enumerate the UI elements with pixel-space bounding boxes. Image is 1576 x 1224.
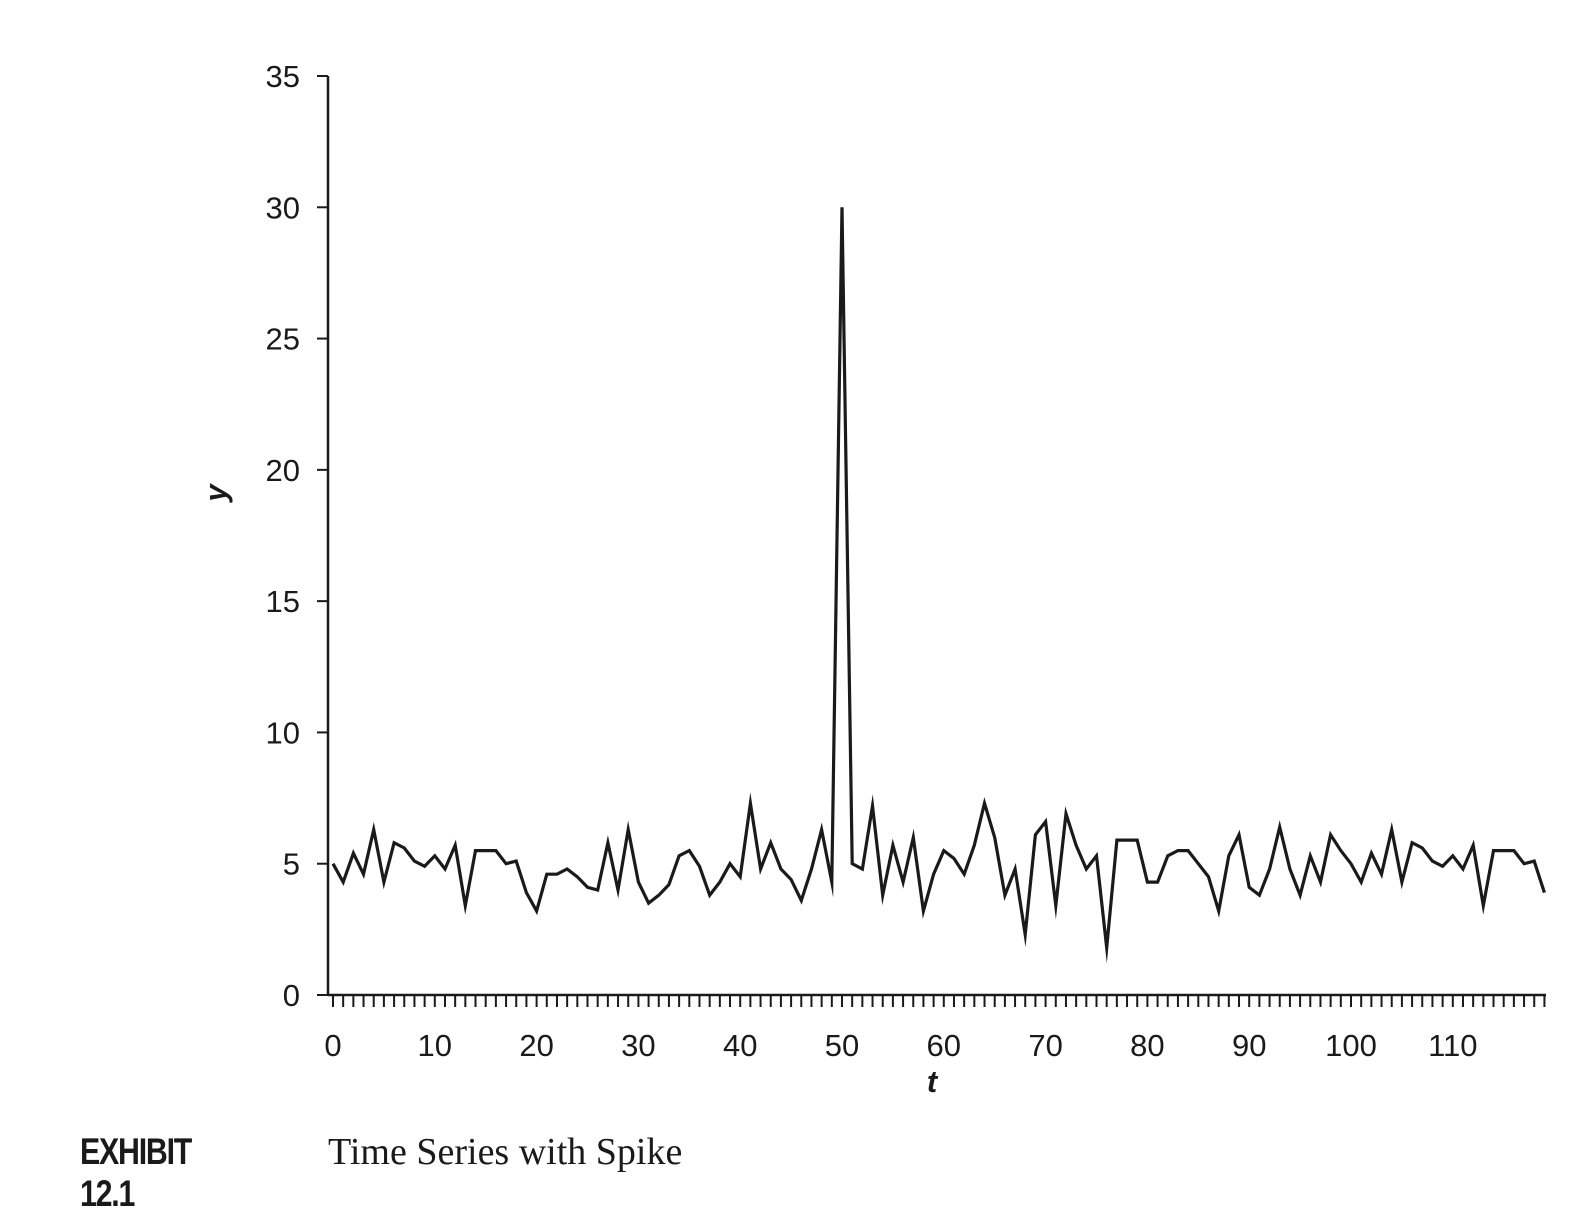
x-tick-label: 10 [418, 1028, 452, 1063]
x-tick-label: 40 [723, 1028, 757, 1063]
y-tick-label: 5 [283, 847, 300, 882]
x-tick-label: 70 [1028, 1028, 1062, 1063]
y-tick-label: 20 [266, 453, 300, 488]
x-tick-label: 30 [621, 1028, 655, 1063]
series-layer [331, 207, 1546, 964]
y-axis-title: y [198, 483, 233, 504]
y-tick-label: 15 [266, 584, 300, 619]
x-axis-title: t [927, 1064, 939, 1099]
x-tick-label: 20 [519, 1028, 553, 1063]
x-tick-label: 100 [1325, 1028, 1377, 1063]
y-tick-label: 10 [266, 715, 300, 750]
x-tick-label: 0 [324, 1028, 341, 1063]
x-tick-label: 110 [1428, 1028, 1477, 1063]
y-tick-label: 30 [266, 190, 300, 225]
exhibit-label: EXHIBIT 12.1 [80, 1131, 192, 1214]
x-tick-label: 80 [1130, 1028, 1164, 1063]
x-tick-label: 50 [825, 1028, 859, 1063]
line-chart: 0 5 10 15 20 25 30 35 0 10 20 30 40 50 60 70 80 90 100 110… [198, 59, 1546, 1099]
x-axis: 0 10 20 30 40 50 60 70 80 90 100 110 [324, 993, 1546, 1063]
y-tick-label: 0 [283, 978, 300, 1013]
exhibit-title: Time Series with Spike [328, 1131, 683, 1173]
figure-caption: EXHIBIT 12.1 Time Series with Spike [80, 1130, 683, 1214]
series-line [331, 207, 1546, 964]
y-tick-label: 25 [266, 322, 300, 357]
y-axis: 0 5 10 15 20 25 30 35 [266, 59, 330, 1013]
y-tick-label: 35 [266, 59, 300, 94]
x-tick-label: 90 [1232, 1028, 1266, 1063]
x-tick-label: 60 [927, 1028, 961, 1063]
